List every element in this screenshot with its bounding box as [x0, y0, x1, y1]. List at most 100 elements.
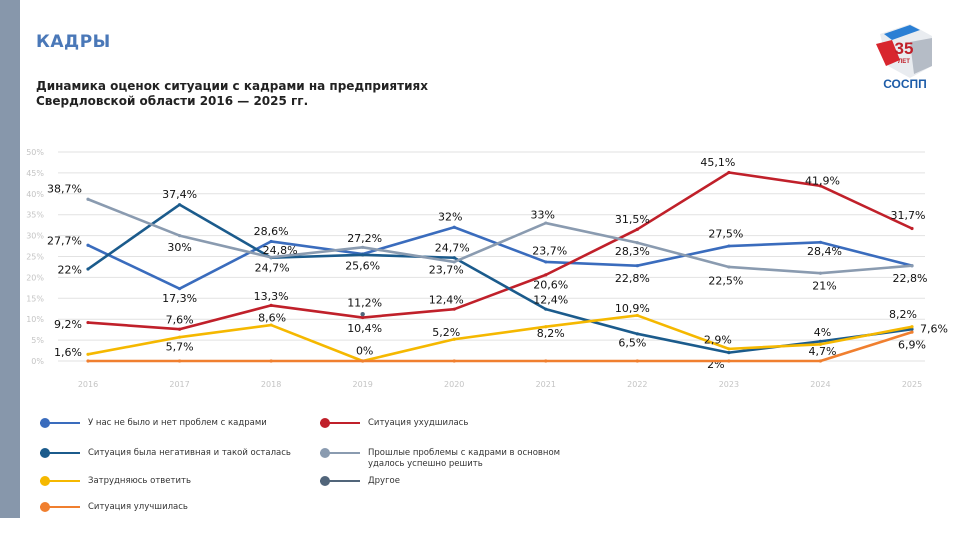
data-point	[727, 170, 731, 175]
data-label: 7,6%	[920, 323, 948, 336]
data-label: 6,9%	[898, 339, 926, 352]
data-label: 31,5%	[615, 213, 650, 226]
y-tick-label: 20%	[26, 273, 44, 282]
data-label: 38,7%	[47, 183, 82, 196]
x-tick-label: 2018	[261, 380, 281, 389]
line-chart: 0% 5% 10% 15% 20% 25% 30% 35% 40% 45% 50% 2016 2017 2…	[26, 148, 948, 389]
chart-title: Динамика оценок ситуации с кадрами на пр…	[36, 79, 428, 108]
legend-swatch	[40, 502, 80, 512]
x-tick-label: 2025	[902, 380, 922, 389]
data-label: 10,9%	[615, 302, 650, 315]
data-label: 8,2%	[889, 308, 917, 321]
data-label: 12,4%	[533, 294, 568, 307]
data-label: 27,5%	[708, 228, 743, 241]
data-point	[452, 359, 456, 363]
data-label: 17,3%	[162, 292, 197, 305]
data-point	[818, 339, 823, 343]
section-title: КАДРЫ	[36, 32, 111, 52]
data-label: 24,7%	[435, 241, 470, 254]
data-label: 23,7%	[429, 263, 464, 276]
data-point	[727, 351, 731, 355]
data-point	[818, 359, 823, 363]
data-label: 24,7%	[255, 261, 290, 274]
data-label: 28,4%	[807, 245, 842, 258]
data-label: 21%	[812, 280, 836, 293]
data-label: 12,4%	[429, 294, 464, 307]
data-point	[177, 234, 182, 238]
legend-swatch	[320, 418, 360, 428]
data-label: 4%	[814, 326, 831, 339]
legend-swatch	[40, 448, 80, 458]
y-tick-label: 15%	[26, 294, 44, 303]
data-label: 37,4%	[162, 188, 197, 201]
legend-item: У нас не было и нет проблем с кадрами	[40, 418, 308, 429]
legend-item: Ситуация была негативная и такой осталас…	[40, 448, 308, 459]
svg-text:СОСПП: СОСПП	[883, 77, 927, 91]
data-point	[269, 359, 273, 363]
data-point	[86, 359, 90, 363]
legend-item: Затрудняюсь ответить	[40, 476, 308, 487]
data-point	[177, 335, 182, 339]
data-point	[361, 315, 365, 320]
legend-label: Ситуация ухудшилась	[368, 418, 469, 428]
legend-item: Ситуация улучшилась	[40, 502, 308, 513]
data-point	[544, 221, 548, 225]
data-point	[452, 337, 456, 341]
data-label: 27,7%	[47, 235, 82, 248]
data-label: 1,6%	[54, 346, 82, 359]
data-label: 22,8%	[893, 272, 928, 285]
data-point	[544, 260, 548, 264]
y-tick-label: 45%	[26, 169, 44, 178]
data-point	[910, 330, 914, 334]
data-point	[544, 307, 548, 311]
data-point	[452, 225, 456, 229]
data-label: 8,2%	[537, 327, 565, 340]
legend-label: Затрудняюсь ответить	[88, 476, 191, 486]
x-tick-label: 2024	[810, 380, 830, 389]
sidebar-accent	[0, 0, 20, 518]
data-point	[635, 313, 639, 318]
data-label: 20,6%	[533, 278, 568, 291]
series-line	[87, 225, 913, 290]
data-point	[269, 255, 273, 259]
data-label: 28,3%	[615, 245, 650, 258]
svg-text:ЛЕТ: ЛЕТ	[898, 59, 910, 65]
data-point	[635, 241, 639, 245]
y-tick-label: 30%	[26, 232, 44, 241]
series-line	[88, 330, 913, 363]
data-point	[727, 347, 731, 351]
data-label: 22,8%	[615, 272, 650, 285]
data-label: 5,2%	[432, 326, 460, 339]
legend-item: Прошлые проблемы с кадрами в основном уд…	[320, 448, 588, 470]
data-point	[177, 287, 182, 291]
data-label: 0%	[356, 345, 373, 358]
x-tick-label: 2019	[352, 380, 372, 389]
data-label: 5,7%	[166, 341, 194, 354]
data-label: 27,2%	[347, 232, 382, 245]
data-label: 22,5%	[708, 274, 743, 287]
data-point	[910, 226, 914, 231]
x-tick-label: 2020	[444, 380, 464, 389]
data-label: 8,6%	[258, 312, 286, 325]
legend-label: Прошлые проблемы с кадрами в основном уд…	[368, 448, 561, 469]
legend-item: Другое	[320, 476, 588, 487]
y-tick-label: 40%	[26, 190, 44, 199]
series-line	[87, 171, 913, 331]
series-line	[87, 198, 913, 275]
x-tick-label: 2022	[627, 380, 647, 389]
y-tick-label: 25%	[26, 253, 44, 262]
sospp-logo: 35 ЛЕТ СОСПП	[876, 24, 932, 91]
y-tick-label: 10%	[26, 315, 44, 324]
data-point	[910, 327, 914, 331]
data-label: 6,5%	[618, 336, 646, 349]
legend-label: Ситуация улучшилась	[88, 502, 188, 512]
legend-swatch	[320, 448, 360, 458]
legend-label: У нас не было и нет проблем с кадрами	[88, 418, 267, 428]
data-point	[818, 240, 823, 244]
legend-label: Ситуация была негативная и такой осталас…	[88, 448, 291, 458]
data-label: 32%	[438, 211, 462, 224]
series-line	[87, 314, 913, 363]
data-label: 10,4%	[347, 322, 382, 335]
data-point	[177, 359, 182, 363]
data-point	[86, 320, 90, 325]
